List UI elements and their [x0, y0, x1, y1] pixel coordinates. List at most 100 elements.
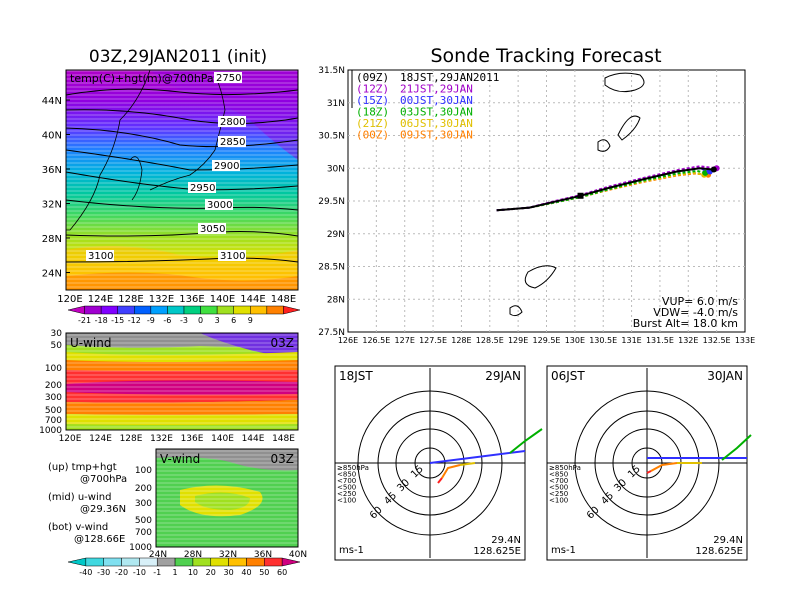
pressure-tick-label: 50	[51, 341, 63, 351]
lon-tick-label: 140E	[210, 294, 235, 305]
contour-label: 3050	[200, 224, 225, 235]
wind-profile-line	[441, 464, 461, 479]
polar-unit: ms-1	[339, 545, 364, 556]
colorbar-swatch	[250, 305, 268, 315]
lat-tick-label: 29.5N	[318, 197, 345, 207]
lat-tick-label: 40N	[42, 131, 62, 142]
legend-text: 03JST,30JAN	[400, 106, 473, 119]
legend-notes: (up) tmp+hgt @700hPa (mid) u-wind @29.36…	[48, 462, 127, 545]
colorbar-swatch	[85, 557, 104, 567]
pressure-tick-label: 100	[45, 364, 62, 374]
tracking-map: (09Z) 18JST,29JAN2011 (12Z) 21JST,29JAN (15Z…	[318, 66, 755, 345]
colorbar-swatch	[233, 305, 251, 315]
colorbar-label: 60	[277, 568, 287, 577]
v-wind-frame	[155, 448, 299, 548]
lon-tick-label: 148E	[271, 294, 296, 305]
lon-tick-label: 131.5E	[646, 336, 674, 345]
lon-tick-label: 129.5E	[533, 336, 561, 345]
pressure-level-label: <250	[337, 490, 356, 498]
lat-tick-label: 29N	[327, 230, 345, 240]
lat-tick-label: 31N	[327, 99, 345, 109]
polar-lat: 29.4N	[713, 535, 743, 546]
colorbar-swatch	[174, 557, 194, 567]
polar-unit: ms-1	[551, 545, 576, 556]
u-wind-time: 03Z	[271, 336, 295, 350]
legend-init: (12Z)	[356, 83, 389, 96]
lon-tick-label: 128E	[120, 434, 143, 444]
legend-text: 06JST,30JAN	[400, 117, 473, 130]
contour-label: 3100	[220, 251, 245, 262]
wind-profile-line	[646, 470, 652, 474]
colorbar-swatch	[246, 557, 265, 567]
lat-tick-label: 24N	[42, 269, 62, 280]
lon-tick-label: 132E	[149, 294, 174, 305]
speed-ring	[414, 447, 446, 479]
param-vdw: VDW= -4.0 m/s	[653, 306, 738, 319]
legend-text: 09JST,30JAN	[400, 129, 473, 142]
pressure-tick-label: 500	[135, 516, 152, 526]
v-wind-hatch	[156, 449, 298, 547]
wind-profile-line	[459, 462, 476, 466]
lon-tick-label: 126E	[338, 336, 358, 345]
lat-tick-label: 27.5N	[318, 328, 345, 338]
colorbar-label: 3	[215, 316, 220, 325]
colorbar-swatch	[192, 557, 212, 567]
colorbar-label: -40	[79, 568, 92, 577]
wind-profile-line	[509, 428, 543, 454]
pressure-tick-label: 200	[135, 484, 152, 494]
pressure-tick-label: 700	[135, 528, 152, 538]
polar-lon: 128.625E	[695, 546, 743, 557]
lon-tick-label: 132E	[678, 336, 698, 345]
colorbar-label: 9	[248, 316, 253, 325]
colorbar-label: -9	[147, 316, 155, 325]
colorbar-label: 10	[188, 568, 198, 577]
speed-ring	[631, 447, 663, 479]
lon-tick-label: 140E	[211, 434, 234, 444]
lat-tick-label: 40N	[289, 550, 307, 560]
tracking-grid	[348, 70, 745, 332]
u-wind-hatch	[66, 333, 298, 430]
pressure-tick-label: 1000	[39, 426, 62, 436]
continent-coastline	[65, 69, 151, 231]
u-wind-label: U-wind	[70, 336, 111, 350]
pressure-tick-label: 300	[45, 393, 62, 403]
colorbar-swatch	[117, 305, 135, 315]
pressure-level-label: <250	[549, 490, 568, 498]
polar-time: 06JST	[551, 369, 585, 383]
colorbar-label: -3	[180, 316, 188, 325]
contour-label: 2750	[216, 73, 241, 84]
map-label: temp(C)+hgt(m)@700hPa	[70, 72, 214, 85]
temperature-colorbar: -21 -18 -15 -12 -9 -6 -3 0 3 6 9	[67, 305, 301, 325]
lon-tick-label: 136E	[179, 294, 204, 305]
note-line: (up) tmp+hgt	[48, 462, 117, 473]
polar-lat: 29.4N	[491, 535, 521, 546]
island	[524, 265, 557, 289]
legend-init: (00Z)	[356, 129, 389, 142]
param-burst: Burst Alt= 18.0 km	[633, 317, 738, 330]
speed-ring	[377, 410, 483, 516]
launch-params: VUP= 6.0 m/s VDW= -4.0 m/s Burst Alt= 18…	[633, 295, 739, 330]
colorbar-label: -12	[128, 316, 141, 325]
pressure-tick-label: 500	[45, 406, 62, 416]
pressure-tick-label: 1000	[129, 543, 152, 553]
contour-label: 2950	[190, 183, 215, 194]
lat-tick-label: 28N	[184, 550, 202, 560]
u-wind-lon-ticks: 120E 124E 128E 132E 136E 140E 144E 148E	[59, 434, 296, 444]
lat-tick-label: 28.5N	[318, 263, 345, 273]
colorbar-label: 0	[198, 316, 203, 325]
lon-tick-label: 144E	[242, 434, 265, 444]
lon-tick-label: 132.5E	[703, 336, 731, 345]
pressure-tick-label: 30	[51, 329, 63, 339]
contour-labels: 2750 2800 2850 2900 2950 3000 3050 3100 …	[86, 72, 246, 262]
colorbar-swatch	[210, 557, 229, 567]
colorbar-label: -10	[133, 568, 146, 577]
lon-tick-label: 128E	[118, 294, 143, 305]
note-line: @128.66E	[74, 534, 125, 545]
map-lat-ticks: 44N 40N 36N 32N 28N 24N	[42, 96, 70, 280]
wind-profile-line	[650, 462, 678, 472]
pressure-level-label: ≥850hPa	[337, 464, 369, 472]
colorbar-label: 30	[224, 568, 234, 577]
colorbar-label: -15	[111, 316, 124, 325]
